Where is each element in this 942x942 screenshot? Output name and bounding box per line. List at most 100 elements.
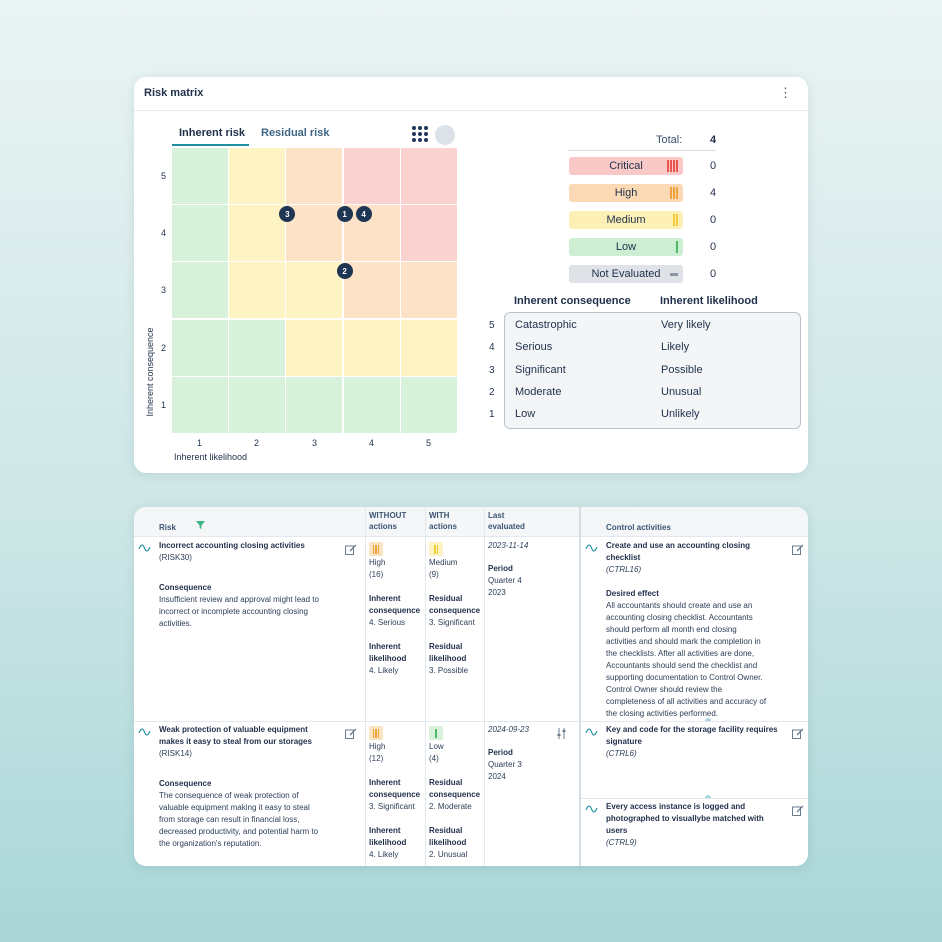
risk-level-high[interactable]: High	[569, 184, 683, 202]
with-level: Medium	[429, 558, 458, 567]
matrix-cell[interactable]	[172, 319, 228, 376]
period-value: Quarter 3	[488, 760, 522, 769]
matrix-cell[interactable]	[229, 376, 286, 433]
tab-residual-risk[interactable]: Residual risk	[261, 127, 330, 139]
inherent-consequence-label: Inherent	[369, 594, 401, 603]
matrix-cell[interactable]	[343, 319, 400, 376]
risk-level-label: Low	[615, 241, 637, 253]
risk-marker[interactable]: 3	[279, 206, 296, 223]
matrix-cell[interactable]	[172, 205, 228, 262]
edit-icon[interactable]	[792, 542, 804, 555]
risk-marker[interactable]: 4	[355, 206, 372, 223]
risk-title[interactable]: makes it easy to steal from our storages	[159, 737, 312, 746]
edit-icon[interactable]	[345, 726, 357, 739]
risk-marker[interactable]: 1	[336, 206, 353, 223]
matrix-cell[interactable]	[343, 205, 400, 262]
matrix-cell[interactable]	[229, 205, 286, 262]
matrix-cell[interactable]	[400, 262, 457, 319]
control-title[interactable]: Key and code for the storage facility re…	[606, 725, 778, 734]
severity-bars-icon	[676, 241, 678, 253]
legend-scale-number: 1	[489, 409, 495, 421]
matrix-cell[interactable]	[400, 319, 457, 376]
risk-level-not-evaluated[interactable]: Not Evaluated	[569, 265, 683, 283]
severity-badge-icon	[369, 726, 383, 740]
residual-consequence-value: 3. Significant	[429, 618, 475, 627]
risk-level-low[interactable]: Low	[569, 238, 683, 256]
circle-view-icon[interactable]	[435, 125, 455, 145]
matrix-cell[interactable]	[229, 148, 286, 204]
tab-inherent-risk[interactable]: Inherent risk	[179, 127, 246, 139]
matrix-cell[interactable]	[343, 376, 400, 433]
control-title[interactable]: users	[606, 826, 628, 835]
risk-wave-icon[interactable]	[137, 541, 152, 554]
control-title[interactable]: Every access instance is logged and	[606, 802, 746, 811]
risk-title[interactable]: Weak protection of valuable equipment	[159, 725, 308, 734]
risk-wave-icon[interactable]	[584, 541, 599, 554]
matrix-cell[interactable]	[286, 205, 343, 262]
without-score: (16)	[369, 570, 384, 579]
risk-table-card: Risk WITHOUT actions WITH actions Last e…	[134, 507, 808, 866]
control-title[interactable]: signature	[606, 737, 643, 746]
consequence-text: the organization's reputation.	[159, 839, 262, 848]
edit-icon[interactable]	[345, 542, 357, 555]
column-header-risk[interactable]: Risk	[159, 523, 176, 532]
edit-icon[interactable]	[792, 726, 804, 739]
residual-likelihood-label: Residual	[429, 826, 463, 835]
risk-title[interactable]: Incorrect accounting closing activities	[159, 541, 305, 550]
edit-icon[interactable]	[792, 803, 804, 816]
y-tick-label: 3	[161, 285, 167, 295]
consequence-text: The consequence of weak protection of	[159, 791, 299, 800]
with-score: (4)	[429, 754, 439, 763]
column-header-without-sub: actions	[369, 522, 398, 531]
residual-consequence-label: consequence	[429, 790, 481, 799]
matrix-cell[interactable]	[286, 319, 343, 376]
desired-effect-text: the closing activities performed.	[606, 709, 719, 718]
matrix-cell[interactable]	[343, 148, 400, 204]
y-axis-label: Inherent consequence	[145, 327, 155, 417]
legend-scale-number: 4	[489, 342, 495, 354]
risk-level-critical[interactable]: Critical	[569, 157, 683, 175]
risk-wave-icon[interactable]	[137, 725, 152, 738]
matrix-cell[interactable]	[400, 148, 457, 204]
consequence-text: valuable equipment making it easy to ste…	[159, 803, 310, 812]
risk-wave-icon[interactable]	[584, 725, 599, 738]
resize-handle[interactable]	[705, 795, 711, 798]
matrix-cell[interactable]	[229, 319, 286, 376]
control-title[interactable]: photographed to visuallybe matched with	[606, 814, 764, 823]
desired-effect-text: the checklists. After all activities are…	[606, 649, 755, 658]
matrix-cell[interactable]	[400, 205, 457, 262]
legend-likelihood-value: Possible	[661, 363, 703, 376]
y-tick-label: 4	[161, 228, 167, 238]
more-options-icon[interactable]: ⋮	[779, 85, 792, 100]
risk-marker[interactable]: 2	[336, 263, 353, 280]
matrix-cell[interactable]	[172, 376, 228, 433]
column-header-controls: Control activities	[606, 523, 671, 532]
matrix-cell[interactable]	[286, 376, 343, 433]
legend-consequence-value: Moderate	[515, 385, 562, 398]
grid-view-icon[interactable]	[412, 126, 429, 143]
risk-wave-icon[interactable]	[584, 802, 599, 815]
risk-matrix-card: Risk matrix ⋮ Inherent risk Residual ris…	[134, 77, 808, 473]
x-tick-label: 4	[369, 438, 375, 448]
inherent-consequence-value: 3. Significant	[369, 802, 415, 811]
matrix-cell[interactable]	[229, 262, 286, 319]
consequence-text: from storage can result in financial los…	[159, 815, 300, 824]
matrix-cell[interactable]	[172, 262, 228, 319]
consequence-label: Consequence	[159, 583, 212, 592]
matrix-cell[interactable]	[400, 376, 457, 433]
matrix-cell[interactable]	[286, 262, 343, 319]
desired-effect-text: All accountants should create and use an	[606, 601, 753, 610]
resize-handle[interactable]	[705, 718, 711, 721]
legend-consequence-value: Low	[515, 408, 536, 421]
legend-likelihood-value: Unlikely	[661, 408, 700, 421]
control-title[interactable]: checklist	[606, 553, 641, 562]
matrix-cell[interactable]	[343, 262, 400, 319]
risk-level-medium[interactable]: Medium	[569, 211, 683, 229]
filter-icon[interactable]	[196, 521, 205, 529]
matrix-cell[interactable]	[172, 148, 228, 204]
desired-effect-label: Desired effect	[606, 589, 659, 598]
control-title[interactable]: Create and use an accounting closing	[606, 541, 751, 550]
card-title: Risk matrix	[144, 87, 204, 99]
matrix-cell[interactable]	[286, 148, 343, 204]
settings-sliders-icon[interactable]	[556, 726, 568, 739]
